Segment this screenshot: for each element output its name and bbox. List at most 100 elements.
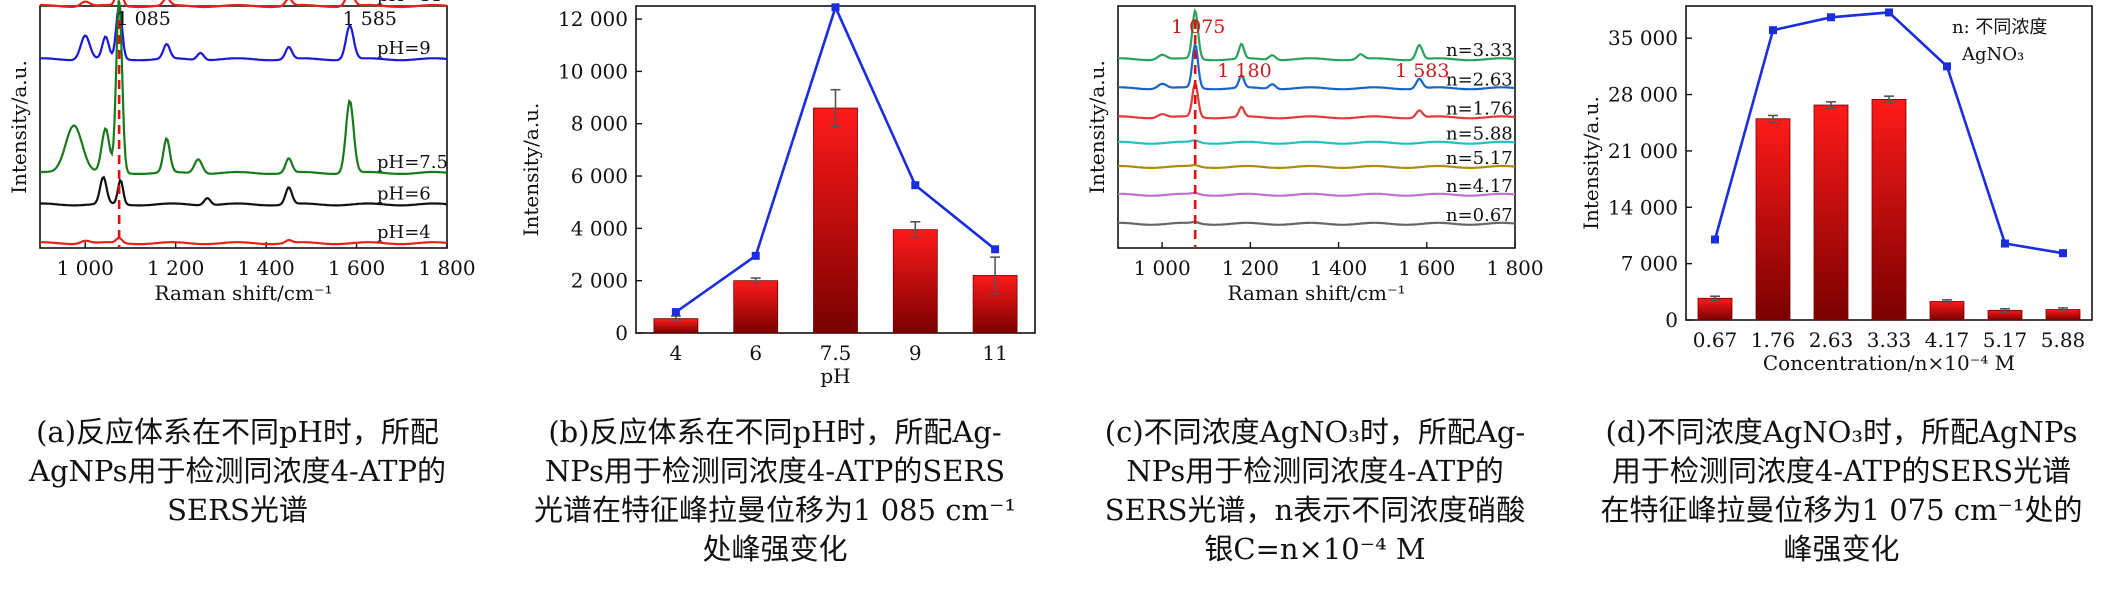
- chart-d-bar: [1813, 104, 1849, 321]
- chart-b-trend-point: [991, 245, 1000, 254]
- chart-a-xtick-label: 1 800: [418, 256, 475, 280]
- chart-d-xtick-label: 5.88: [2041, 328, 2086, 352]
- chart-a-series-line: [40, 236, 448, 246]
- chart-b-ytick-label: 12 000: [558, 7, 628, 31]
- chart-d-xtick-label: 3.33: [1867, 328, 1912, 352]
- chart-a-peak-label: 1 585: [343, 8, 397, 30]
- chart-b-trend-point: [671, 308, 680, 317]
- chart-a-series-line: [40, 3, 448, 62]
- caption-d-line: (d)不同浓度AgNO₃时，所配AgNPs: [1605, 415, 2078, 449]
- chart-d-trend-point: [1769, 26, 1777, 35]
- chart-a-series-line: [40, 0, 448, 175]
- caption-d-line: 用于检测同浓度4-ATP的SERS光谱: [1611, 454, 2072, 488]
- chart-c-series-line: [1118, 8, 1516, 62]
- chart-c-xlabel: Raman shift/cm⁻¹: [1227, 281, 1405, 305]
- chart-b-ytick-label: 6 000: [571, 164, 628, 188]
- chart-c-series-line: [1118, 81, 1516, 120]
- chart-d-xtick-label: 2.63: [1809, 328, 1854, 352]
- panel-a-spectra-ph: 1 000 1 200 1 400 1 600 1 800 Raman shift/cm⁻…: [7, 0, 476, 305]
- chart-c-xtick-label: 1 400: [1310, 256, 1367, 280]
- chart-c-series-line: [1118, 139, 1516, 145]
- chart-d-xtick-label: 1.76: [1751, 328, 1796, 352]
- chart-c-ylabel: Intensity/a.u.: [1085, 60, 1109, 194]
- chart-a-ylabel: Intensity/a.u.: [7, 60, 31, 194]
- chart-b-ylabel: Intensity/a.u.: [519, 103, 543, 237]
- caption-b-line: 处峰强变化: [702, 532, 848, 566]
- chart-c-series-line: [1118, 42, 1516, 91]
- chart-c-xtick-label: 1 200: [1222, 256, 1279, 280]
- chart-c-series-label: n=5.88: [1446, 124, 1513, 145]
- chart-c-xtick-label: 1 800: [1486, 256, 1543, 280]
- chart-b-ytick-label: 8 000: [571, 112, 628, 136]
- chart-b-bar: [813, 107, 858, 334]
- chart-c-peak-label: 1 075: [1171, 16, 1225, 38]
- chart-b-trend-point: [911, 181, 920, 190]
- chart-b-ytick-label: 4 000: [571, 216, 628, 240]
- chart-b-bar: [733, 280, 779, 334]
- chart-a-series-label: pH=7.5: [377, 152, 448, 173]
- chart-c-frame: [1117, 5, 1516, 249]
- chart-b-xtick-label: 4: [670, 341, 683, 365]
- chart-d-xlabel: Concentration/n×10⁻⁴ M: [1763, 351, 2015, 375]
- chart-b-xtick-label: 9: [909, 341, 922, 365]
- chart-d-trend-point: [2001, 239, 2009, 248]
- chart-a-series-line: [40, 175, 448, 207]
- caption-d: (d)不同浓度AgNO₃时，所配AgNPs 用于检测同浓度4-ATP的SERS光…: [1580, 413, 2103, 569]
- chart-d-ylabel: Intensity/a.u.: [1579, 96, 1603, 230]
- chart-c-peak-label: 1 180: [1217, 60, 1271, 82]
- caption-d-line: 峰强变化: [1783, 532, 1900, 566]
- chart-a-xtick-label: 1 400: [237, 256, 294, 280]
- chart-b-xlabel: pH: [820, 364, 850, 388]
- chart-b-trend-point: [831, 3, 840, 12]
- chart-b-ytick-label: 0: [615, 321, 628, 345]
- panel-c-spectra-concentration: 1 000 1 200 1 400 1 600 1 800 Raman shift/cm⁻…: [1085, 5, 1544, 305]
- caption-c-line: NPs用于检测同浓度4-ATP的: [1126, 454, 1504, 488]
- chart-a-series-label: pH=4: [377, 222, 431, 243]
- chart-c-series-line: [1118, 191, 1516, 197]
- caption-a-line: AgNPs用于检测同浓度4-ATP的: [29, 454, 446, 488]
- chart-b-trend-point: [751, 251, 760, 260]
- chart-d-bar: [1697, 297, 1733, 321]
- chart-c-xtick-label: 1 600: [1398, 256, 1455, 280]
- caption-c: (c)不同浓度AgNO₃时，所配Ag- NPs用于检测同浓度4-ATP的 SER…: [1065, 413, 1565, 569]
- chart-c-peak-label: 1 583: [1395, 60, 1449, 82]
- chart-c-series-label: n=1.76: [1446, 98, 1513, 119]
- caption-b: (b)反应体系在不同pH时，所配Ag- NPs用于检测同浓度4-ATP的SERS…: [505, 413, 1045, 569]
- chart-d-bar: [1929, 301, 1965, 321]
- chart-c-series-label: n=3.33: [1446, 40, 1513, 61]
- chart-a-xlabel: Raman shift/cm⁻¹: [154, 281, 332, 305]
- chart-d-trend-point: [1943, 62, 1951, 71]
- chart-d-xtick-label: 5.17: [1983, 328, 2028, 352]
- chart-d-trend-point: [1885, 8, 1893, 17]
- chart-d-ytick-label: 28 000: [1608, 83, 1678, 107]
- chart-d-ytick-label: 0: [1665, 308, 1678, 332]
- chart-d-ytick-label: 14 000: [1608, 195, 1678, 219]
- chart-a-series-label: pH=11: [377, 0, 442, 6]
- chart-b-xtick-label: 7.5: [820, 341, 852, 365]
- chart-a-xtick-label: 1 200: [147, 256, 204, 280]
- chart-d-xtick-label: 0.67: [1693, 328, 1738, 352]
- chart-a-peak-label: 1 085: [116, 8, 170, 30]
- caption-a-line: SERS光谱: [167, 493, 308, 527]
- chart-d-bar: [1871, 98, 1907, 321]
- chart-b-xtick-label: 6: [749, 341, 762, 365]
- chart-d-bar: [1755, 118, 1791, 321]
- caption-b-line: NPs用于检测同浓度4-ATP的SERS: [544, 454, 1006, 488]
- chart-b-ytick-label: 2 000: [571, 269, 628, 293]
- chart-d-legend-text: n: 不同浓度: [1952, 17, 2047, 38]
- chart-d-legend-text: AgNO₃: [1961, 44, 2024, 65]
- chart-c-series-label: n=0.67: [1446, 205, 1513, 226]
- caption-a: (a)反应体系在不同pH时，所配 AgNPs用于检测同浓度4-ATP的 SERS…: [0, 413, 475, 530]
- chart-c-xtick-label: 1 000: [1133, 256, 1190, 280]
- chart-d-ytick-label: 35 000: [1608, 26, 1678, 50]
- chart-d-trend-point: [2059, 249, 2067, 258]
- chart-b-xtick-label: 11: [982, 341, 1007, 365]
- chart-c-series-line: [1118, 164, 1516, 169]
- caption-a-line: (a)反应体系在不同pH时，所配: [36, 415, 439, 449]
- chart-c-series-line: [1118, 220, 1516, 226]
- chart-a-series-line: [40, 0, 448, 9]
- chart-d-trend-point: [1711, 235, 1719, 244]
- chart-c-series-label: n=5.17: [1446, 148, 1513, 169]
- chart-c-series-label: n=4.17: [1446, 176, 1513, 197]
